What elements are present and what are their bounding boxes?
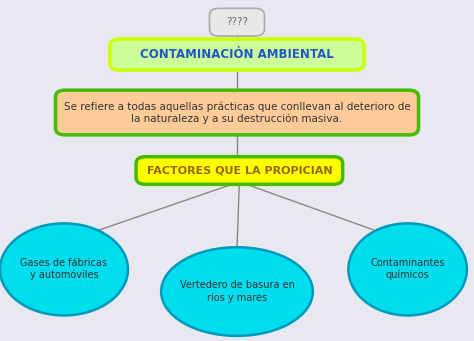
Text: FACTORES QUE LA PROPICIAN: FACTORES QUE LA PROPICIAN	[146, 165, 332, 176]
Text: Contaminantes
químicos: Contaminantes químicos	[370, 258, 445, 281]
Text: Vertedero de basura en
ríos y mares: Vertedero de basura en ríos y mares	[180, 280, 294, 303]
Text: Gases de fábricas
y automóviles: Gases de fábricas y automóviles	[20, 258, 108, 281]
Text: ????: ????	[226, 17, 248, 27]
Ellipse shape	[348, 223, 467, 315]
Text: Se refiere a todas aquellas prácticas que conllevan al deterioro de
la naturalez: Se refiere a todas aquellas prácticas qu…	[64, 101, 410, 124]
Ellipse shape	[161, 247, 313, 336]
FancyBboxPatch shape	[55, 90, 419, 135]
FancyBboxPatch shape	[210, 8, 264, 36]
FancyBboxPatch shape	[136, 157, 343, 184]
Ellipse shape	[0, 223, 128, 315]
FancyBboxPatch shape	[110, 39, 364, 70]
Text: CONTAMINACIÓN AMBIENTAL: CONTAMINACIÓN AMBIENTAL	[140, 48, 334, 61]
